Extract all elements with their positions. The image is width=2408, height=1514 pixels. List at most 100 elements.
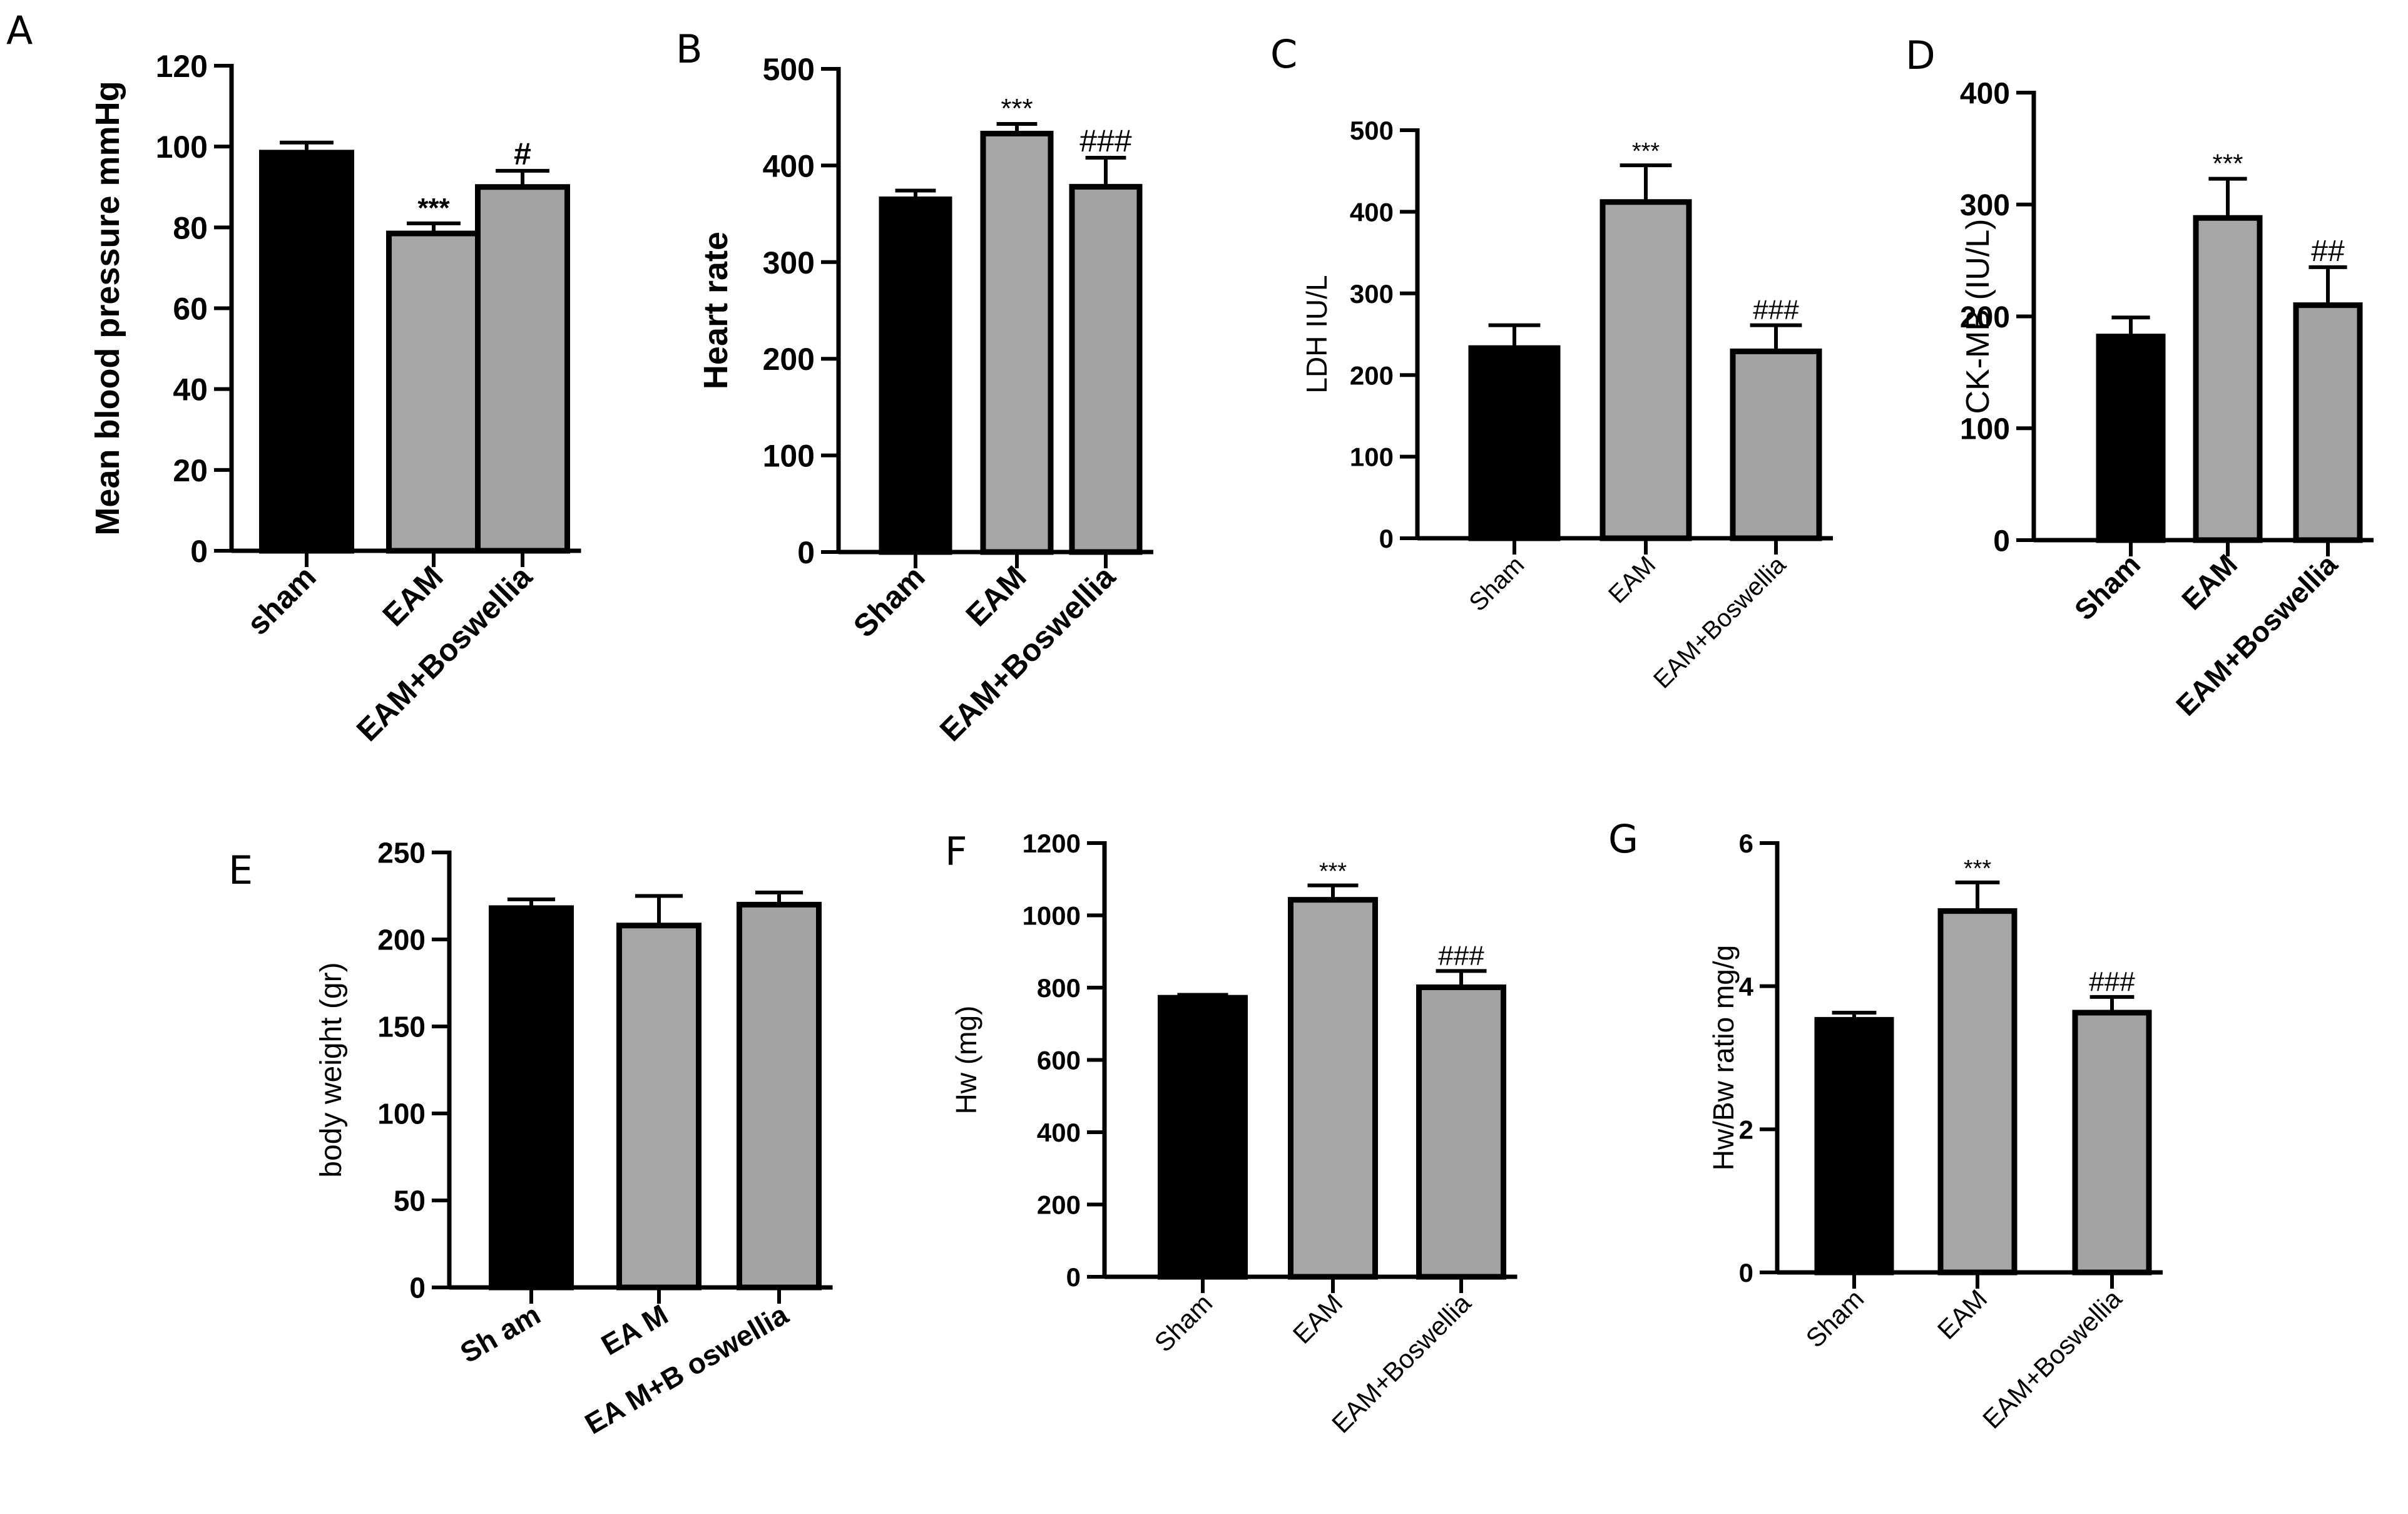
bar-1 <box>2096 334 2166 543</box>
y-tick-label: 300 <box>1960 189 2010 222</box>
significance-label: ### <box>1753 295 1799 325</box>
y-axis-label: LDH IU/L <box>1300 275 1333 393</box>
category-label: EAM <box>1932 1284 1993 1345</box>
bar-3 <box>737 901 822 1291</box>
significance-label: *** <box>1964 856 1992 882</box>
y-tick-label: 400 <box>763 148 815 183</box>
y-tick-label: 250 <box>377 837 426 869</box>
y-tick-label: 0 <box>797 535 815 570</box>
y-tick-label: 200 <box>1960 301 2010 334</box>
y-tick-label: 50 <box>394 1185 426 1217</box>
y-tick-label: 0 <box>409 1272 426 1304</box>
bar-2 <box>980 130 1054 555</box>
y-tick-label: 20 <box>173 453 208 488</box>
bar-2 <box>1288 897 1378 1280</box>
y-tick-label: 120 <box>156 49 208 84</box>
category-label: Sham <box>1800 1284 1870 1353</box>
y-tick-label: 100 <box>156 130 208 165</box>
panel-letter: A <box>6 8 33 53</box>
y-tick-label: 0 <box>1739 1258 1753 1287</box>
panel-e: E 0 50 100 150 200 250 Sh am EA MEA M+B oswellia… <box>228 837 833 1440</box>
y-tick-label: 0 <box>1066 1262 1081 1292</box>
category-label: sham <box>240 559 323 642</box>
significance-label: *** <box>417 193 450 223</box>
y-tick-label: 200 <box>763 342 815 377</box>
y-axis-label: CK-MB (IU/L) <box>1960 219 1996 414</box>
y-tick-label: 1200 <box>1023 829 1081 858</box>
y-axis-label: Heart rate <box>697 232 735 389</box>
category-label: Sham <box>2068 548 2146 626</box>
significance-label: ### <box>2089 966 2135 997</box>
bar-2 <box>2193 215 2263 543</box>
significance-label: ### <box>1079 123 1132 158</box>
y-tick-label: 60 <box>173 292 208 327</box>
y-tick-label: 100 <box>377 1098 426 1130</box>
y-tick-label: 100 <box>763 439 815 474</box>
panel-f: F *** ### 0 200 400 600 800 1000 1200 Sham EAMEAM+B… <box>945 829 1518 1439</box>
y-tick-label: 200 <box>1037 1190 1081 1220</box>
y-tick-label: 6 <box>1739 829 1753 858</box>
category-label: EAM+Boswellia <box>1648 551 1792 694</box>
y-tick-label: 100 <box>1960 413 2010 446</box>
bar-3 <box>475 184 570 554</box>
significance-label: # <box>514 136 531 171</box>
bar-2 <box>386 230 481 554</box>
y-tick-label: 800 <box>1037 973 1081 1003</box>
y-tick-label: 1000 <box>1023 901 1081 931</box>
panel-letter: G <box>1608 816 1638 862</box>
significance-label: *** <box>1001 93 1033 124</box>
bar-1 <box>259 150 354 554</box>
y-tick-label: 0 <box>190 534 208 569</box>
panel-letter: E <box>228 847 253 893</box>
category-label: EAM <box>1287 1288 1349 1349</box>
y-axis-label: body weight (gr) <box>315 962 348 1177</box>
y-tick-label: 80 <box>173 210 208 245</box>
bar-1 <box>879 196 952 555</box>
category-label: Sham <box>1464 551 1529 616</box>
category-label: EA M <box>596 1298 673 1362</box>
y-tick-label: 150 <box>377 1011 426 1043</box>
panel-c: C *** ### 0 100 200 300 400 500 Sham EAMEAM+Boswel… <box>1270 31 1833 694</box>
y-axis-label: Hw (mg) <box>950 1006 982 1115</box>
y-axis-label: Mean blood pressure mmHg <box>89 81 126 535</box>
bar-3 <box>1069 183 1143 555</box>
y-tick-label: 600 <box>1037 1046 1081 1075</box>
panel-letter: C <box>1270 31 1297 77</box>
y-axis-label: Hw/Bw ratio mg/g <box>1707 945 1740 1170</box>
significance-label: *** <box>2212 149 2243 178</box>
category-label: EAM+Boswellia <box>1326 1288 1477 1439</box>
category-label: Sham <box>847 559 932 644</box>
category-label: EAM <box>2175 548 2243 616</box>
bar-2 <box>1937 908 2018 1276</box>
significance-label: ### <box>1438 940 1484 971</box>
significance-label: *** <box>1319 859 1347 885</box>
category-label: EAM+Boswellia <box>1977 1284 2128 1435</box>
bar-2 <box>616 923 701 1291</box>
y-tick-label: 4 <box>1739 972 1754 1001</box>
y-tick-label: 0 <box>1993 524 2010 558</box>
category-label: EAM <box>1603 551 1661 608</box>
y-tick-label: 400 <box>1350 198 1394 227</box>
y-tick-label: 500 <box>763 52 815 87</box>
bar-2 <box>1599 199 1692 541</box>
category-label: Sham <box>1149 1288 1218 1358</box>
panel-letter: F <box>945 829 967 874</box>
bar-1 <box>1158 995 1248 1280</box>
panel-letter: D <box>1905 33 1936 78</box>
panel-letter: B <box>676 26 703 72</box>
bar-1 <box>1814 1016 1894 1276</box>
y-tick-label: 100 <box>1350 442 1394 472</box>
y-tick-label: 500 <box>1350 116 1394 145</box>
y-tick-label: 40 <box>173 372 208 407</box>
category-label: EAM <box>959 559 1033 633</box>
bar-3 <box>1416 984 1506 1280</box>
category-label: EAM <box>376 559 450 633</box>
y-tick-label: 0 <box>1379 524 1394 553</box>
bar-3 <box>2293 302 2363 543</box>
y-tick-label: 400 <box>1037 1118 1081 1147</box>
